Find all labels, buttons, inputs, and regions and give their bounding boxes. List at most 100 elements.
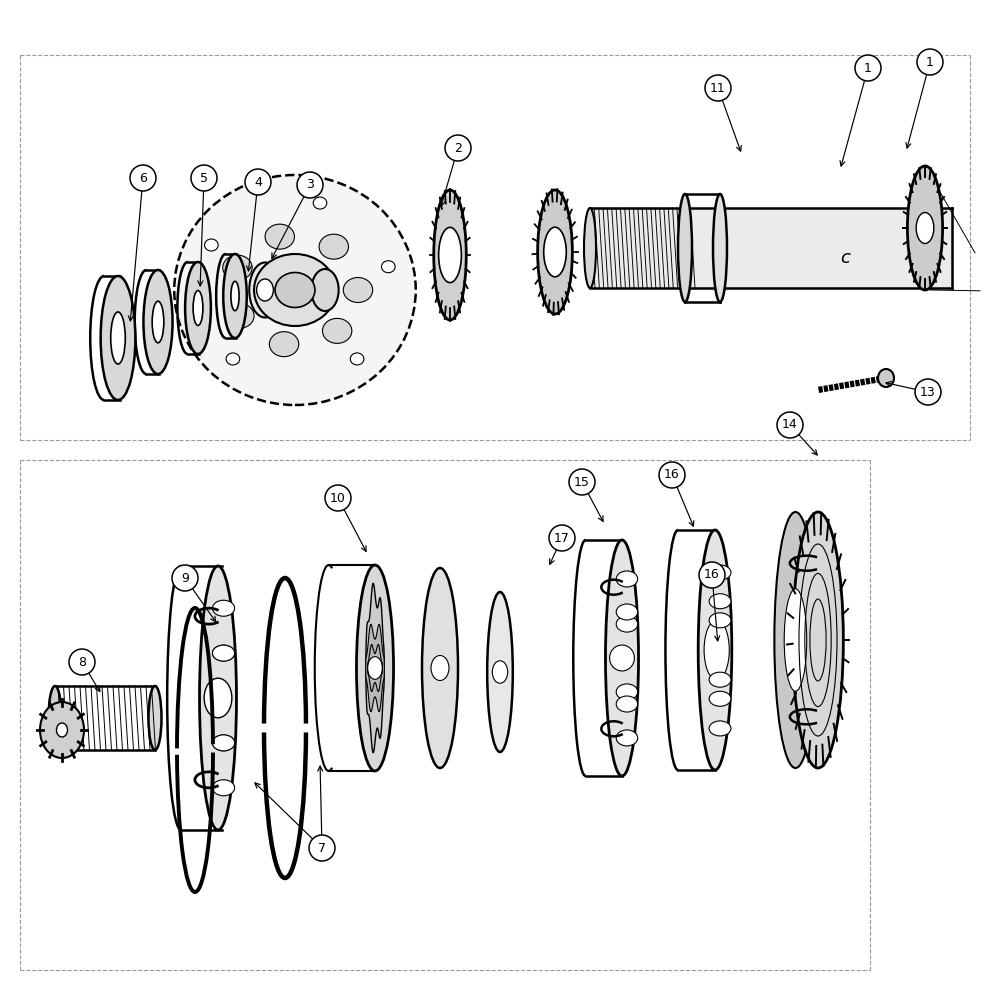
- Circle shape: [915, 379, 941, 405]
- Ellipse shape: [543, 227, 566, 277]
- Ellipse shape: [222, 255, 252, 280]
- Text: 17: 17: [554, 532, 570, 544]
- Ellipse shape: [431, 656, 449, 680]
- Polygon shape: [366, 583, 384, 753]
- Ellipse shape: [617, 604, 637, 620]
- Ellipse shape: [617, 571, 637, 587]
- Circle shape: [172, 565, 198, 591]
- Text: c: c: [840, 249, 850, 267]
- Text: 7: 7: [318, 842, 326, 854]
- Text: 3: 3: [306, 178, 314, 192]
- Ellipse shape: [878, 369, 894, 387]
- Ellipse shape: [487, 592, 513, 752]
- Circle shape: [917, 49, 943, 75]
- Ellipse shape: [713, 194, 727, 302]
- Ellipse shape: [40, 702, 84, 758]
- Ellipse shape: [368, 657, 382, 679]
- Text: 11: 11: [710, 82, 726, 95]
- Ellipse shape: [709, 672, 731, 687]
- Circle shape: [705, 75, 731, 101]
- Ellipse shape: [610, 645, 634, 671]
- Ellipse shape: [143, 270, 173, 374]
- Ellipse shape: [916, 213, 934, 243]
- Text: 2: 2: [454, 141, 462, 154]
- Circle shape: [297, 172, 323, 198]
- Ellipse shape: [704, 637, 725, 663]
- Ellipse shape: [343, 277, 372, 302]
- Ellipse shape: [56, 723, 67, 737]
- Ellipse shape: [212, 645, 234, 661]
- Text: 8: 8: [78, 656, 86, 668]
- Ellipse shape: [319, 234, 349, 259]
- Text: 5: 5: [200, 172, 208, 184]
- Ellipse shape: [434, 190, 466, 320]
- Ellipse shape: [617, 696, 637, 712]
- Ellipse shape: [322, 318, 352, 343]
- Ellipse shape: [224, 303, 254, 328]
- Text: 10: 10: [330, 491, 346, 504]
- Ellipse shape: [422, 568, 458, 768]
- Ellipse shape: [584, 208, 596, 288]
- Ellipse shape: [709, 594, 731, 609]
- Ellipse shape: [699, 530, 732, 770]
- Ellipse shape: [212, 780, 234, 796]
- Polygon shape: [366, 624, 384, 712]
- Circle shape: [325, 485, 351, 511]
- Ellipse shape: [357, 565, 393, 771]
- Ellipse shape: [617, 730, 637, 746]
- Ellipse shape: [212, 735, 234, 751]
- Ellipse shape: [311, 269, 339, 311]
- Ellipse shape: [48, 686, 61, 750]
- Ellipse shape: [709, 613, 731, 628]
- Ellipse shape: [193, 291, 203, 325]
- Ellipse shape: [275, 272, 315, 308]
- Text: 6: 6: [139, 172, 147, 184]
- Ellipse shape: [792, 512, 844, 768]
- Text: 4: 4: [254, 176, 262, 188]
- Ellipse shape: [205, 678, 232, 718]
- Ellipse shape: [257, 279, 274, 301]
- Ellipse shape: [212, 600, 234, 616]
- Ellipse shape: [254, 254, 336, 326]
- Text: 1: 1: [926, 55, 934, 68]
- Ellipse shape: [381, 261, 395, 273]
- Ellipse shape: [709, 721, 731, 736]
- Ellipse shape: [313, 197, 327, 209]
- Text: 15: 15: [574, 476, 590, 488]
- Ellipse shape: [174, 175, 416, 405]
- Ellipse shape: [223, 254, 247, 338]
- Ellipse shape: [617, 616, 637, 632]
- Ellipse shape: [704, 620, 729, 680]
- Ellipse shape: [351, 353, 364, 365]
- Circle shape: [445, 135, 471, 161]
- Circle shape: [191, 165, 217, 191]
- Ellipse shape: [249, 262, 281, 318]
- Ellipse shape: [775, 512, 817, 768]
- Ellipse shape: [212, 645, 234, 661]
- Circle shape: [130, 165, 156, 191]
- Ellipse shape: [152, 301, 164, 343]
- Ellipse shape: [212, 735, 234, 751]
- Ellipse shape: [265, 224, 294, 249]
- Circle shape: [309, 835, 335, 861]
- Ellipse shape: [709, 565, 731, 580]
- Ellipse shape: [537, 190, 572, 314]
- Circle shape: [69, 649, 95, 675]
- Ellipse shape: [439, 227, 461, 283]
- Ellipse shape: [907, 166, 943, 290]
- Circle shape: [699, 562, 725, 588]
- Ellipse shape: [226, 353, 240, 365]
- Ellipse shape: [492, 661, 508, 683]
- Ellipse shape: [205, 239, 218, 251]
- Ellipse shape: [606, 540, 638, 776]
- Ellipse shape: [709, 691, 731, 706]
- Ellipse shape: [185, 262, 210, 354]
- Text: 16: 16: [704, 568, 720, 582]
- Ellipse shape: [148, 686, 161, 750]
- Circle shape: [569, 469, 595, 495]
- Ellipse shape: [784, 589, 807, 691]
- Text: 16: 16: [664, 468, 680, 482]
- Circle shape: [549, 525, 575, 551]
- Ellipse shape: [270, 332, 298, 357]
- Ellipse shape: [678, 194, 692, 302]
